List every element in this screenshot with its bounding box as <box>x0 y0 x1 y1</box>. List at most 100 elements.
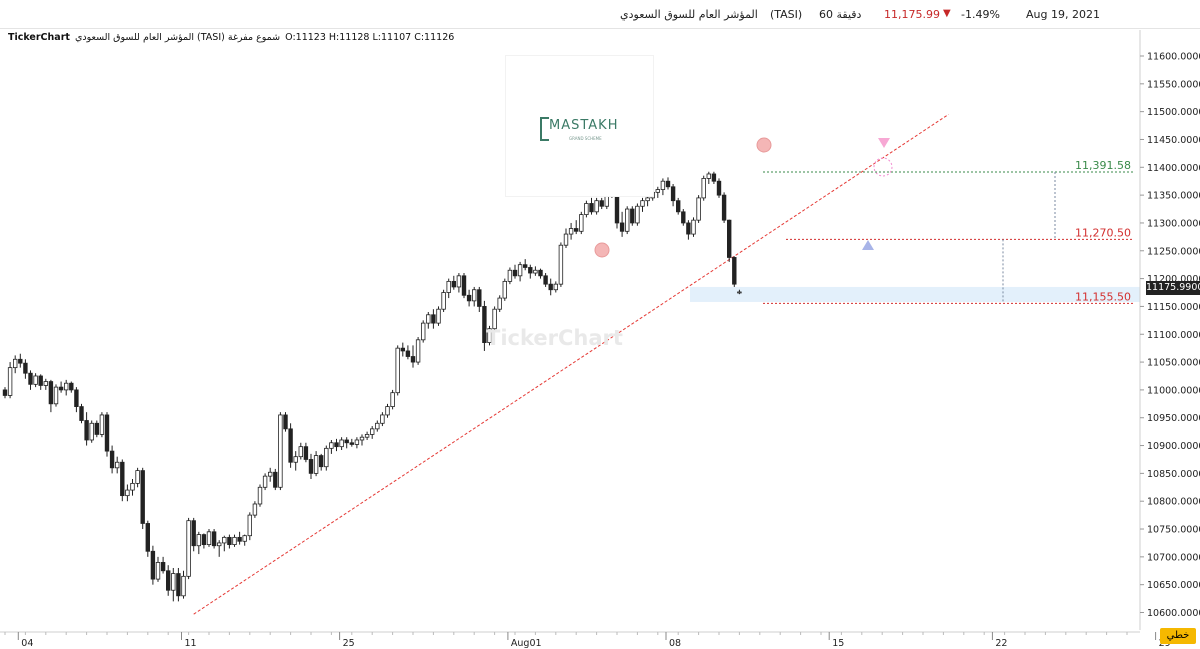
candle-body <box>441 292 446 310</box>
chart-type-button[interactable]: خطي <box>1160 628 1196 644</box>
candle-body <box>349 442 354 445</box>
logo: MASTAKH GRAND SCHEME <box>539 116 619 144</box>
candle <box>252 501 258 518</box>
candle-body <box>502 280 507 299</box>
candle-body <box>176 573 181 597</box>
candle-body <box>431 314 436 324</box>
candle-body <box>283 414 288 430</box>
y-tick-label: 10600.0000 <box>1147 608 1200 619</box>
candle-body <box>589 203 594 213</box>
candle <box>89 420 94 443</box>
change-percent: -1.49% <box>961 8 1000 21</box>
date-label: Aug 19, 2021 <box>1026 8 1100 21</box>
candle-body <box>426 314 431 324</box>
candle-body <box>33 375 38 385</box>
candle-body <box>109 450 115 469</box>
candle <box>334 438 339 452</box>
candle <box>451 275 456 290</box>
candle <box>48 379 54 413</box>
candle <box>482 300 487 351</box>
candle-body <box>242 535 247 542</box>
candle-body <box>681 211 686 224</box>
candle <box>599 197 604 210</box>
y-tick-label: 11300.0000 <box>1147 218 1200 229</box>
candle <box>502 278 507 301</box>
candle <box>385 403 390 418</box>
candle-body <box>594 200 599 213</box>
candle <box>497 295 502 312</box>
candle-body <box>461 275 467 296</box>
candle-body <box>201 534 207 546</box>
candle <box>660 178 666 196</box>
candle <box>426 311 431 329</box>
candle <box>533 266 538 276</box>
candle <box>38 374 43 390</box>
candle-body <box>79 406 84 421</box>
y-axis: 10600.0000 10650.0000 10700.0000 10750.0000… <box>1139 30 1200 630</box>
candle <box>400 342 405 357</box>
candle-body <box>487 328 492 343</box>
candle <box>354 437 360 449</box>
candle <box>681 209 686 226</box>
candle <box>329 439 334 454</box>
candle <box>155 556 161 582</box>
candle-body <box>186 520 191 577</box>
candle-body <box>686 222 691 235</box>
last-price-tag: 11175.9900 <box>1146 281 1200 295</box>
candle <box>466 289 472 307</box>
candle <box>410 345 416 368</box>
candle <box>53 384 59 407</box>
candle <box>568 222 574 240</box>
interval-label[interactable]: 60 دقيقة <box>819 8 862 21</box>
candle-body <box>313 455 319 474</box>
candle-body <box>140 470 145 524</box>
candle <box>364 431 370 440</box>
candle-body <box>145 523 150 552</box>
candle-body <box>446 280 451 293</box>
y-tick-label: 10800.0000 <box>1147 497 1200 508</box>
candle-body <box>324 447 329 468</box>
candle-body <box>670 186 676 202</box>
candle-body <box>308 459 314 474</box>
candle <box>135 467 140 488</box>
candle <box>630 206 635 226</box>
candle-body <box>130 482 135 491</box>
candle-body <box>69 382 74 391</box>
candle <box>115 456 120 474</box>
candle <box>431 309 436 329</box>
candle-body <box>288 428 293 463</box>
candle <box>528 264 533 279</box>
candle <box>140 467 145 530</box>
candle-body <box>471 289 477 302</box>
candle <box>18 353 23 368</box>
candle <box>395 345 400 396</box>
candle <box>487 325 492 346</box>
y-tick-label: 10750.0000 <box>1147 525 1200 536</box>
candle <box>227 534 232 549</box>
candle-body <box>456 275 462 288</box>
candle-body <box>64 382 69 391</box>
y-tick-label: 11350.0000 <box>1147 191 1200 202</box>
candle <box>303 442 309 463</box>
candle <box>543 273 548 287</box>
candle-body <box>385 406 390 416</box>
candle <box>711 171 717 184</box>
candle-body <box>451 280 456 288</box>
candle-body <box>211 531 217 547</box>
candle-body <box>523 264 528 268</box>
candle-body <box>237 536 242 542</box>
candle <box>375 420 380 432</box>
candle-body <box>497 297 502 310</box>
candle <box>691 217 696 237</box>
candle-body <box>701 178 706 199</box>
candle <box>160 556 166 574</box>
triangle-down-icon: ▼ <box>943 8 951 19</box>
candle-body <box>104 414 110 452</box>
candle-body <box>711 173 717 182</box>
candle-body <box>2 389 8 396</box>
candle-body <box>466 294 472 302</box>
candle <box>517 261 523 282</box>
symbol-name[interactable]: المؤشر العام للسوق السعودي <box>620 8 758 21</box>
candle <box>2 387 8 399</box>
